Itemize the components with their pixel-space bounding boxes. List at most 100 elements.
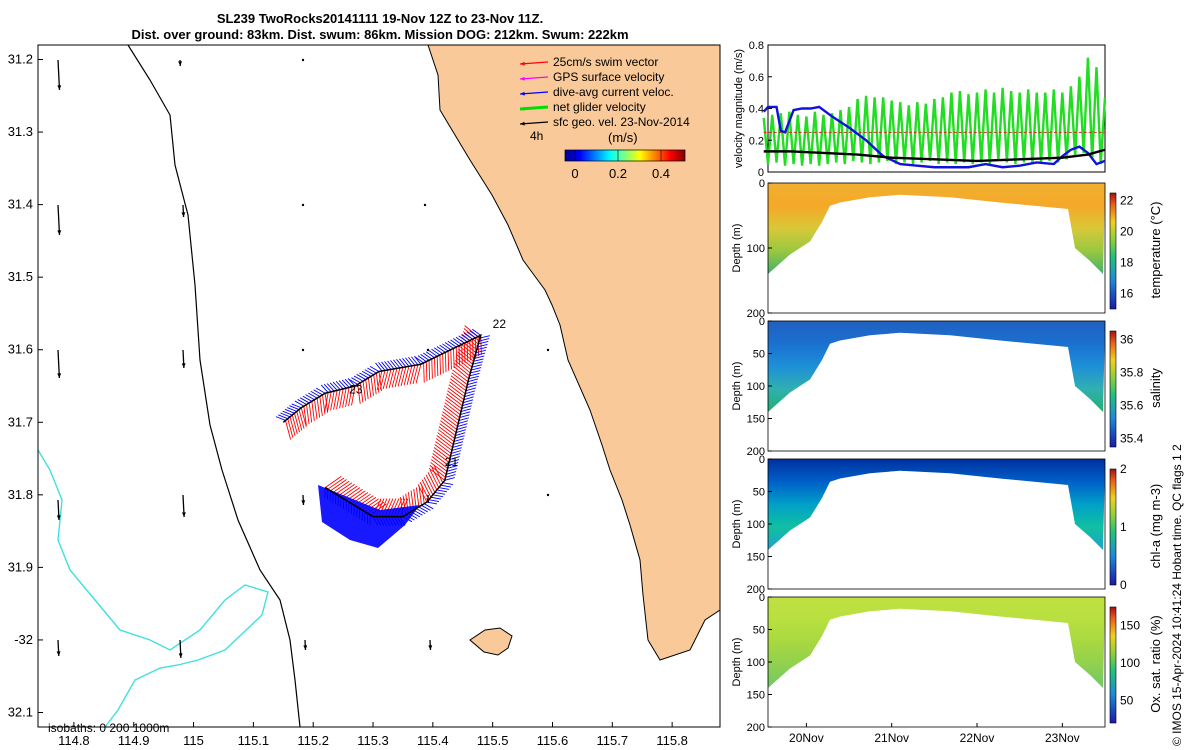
geo-vector-head bbox=[181, 363, 186, 368]
current-vector bbox=[417, 355, 427, 362]
current-vector bbox=[455, 336, 465, 344]
section-panel-1: 0 100 200 Depth (m) 16 18 20 22 temperature (°C) bbox=[731, 178, 1163, 320]
current-vector bbox=[282, 410, 293, 416]
current-vector bbox=[436, 489, 448, 493]
current-vector bbox=[329, 382, 338, 391]
coast-200m-isobath bbox=[127, 45, 301, 727]
section-y-tick-label: 200 bbox=[747, 584, 765, 596]
geo-vector-head bbox=[181, 212, 186, 217]
current-vector bbox=[438, 487, 450, 490]
current-vector bbox=[300, 397, 310, 404]
map-x-tick-label: 115.7 bbox=[597, 733, 629, 748]
section-field bbox=[768, 459, 1105, 550]
swim-vector bbox=[409, 365, 416, 385]
legend-label: 25cm/s swim vector bbox=[553, 55, 658, 69]
current-vector bbox=[367, 367, 377, 374]
current-vector bbox=[305, 394, 315, 401]
day-label: 22 bbox=[493, 317, 507, 331]
current-vector bbox=[477, 343, 488, 348]
map-x-tick-label: 114.9 bbox=[118, 733, 150, 748]
current-vector bbox=[471, 367, 482, 371]
current-vector bbox=[461, 334, 471, 341]
legend-arrow bbox=[519, 76, 549, 80]
map-y-tick-label: 31.4 bbox=[8, 197, 33, 212]
swim-vector bbox=[357, 384, 361, 404]
geo-vector-dot bbox=[546, 493, 550, 497]
current-vector bbox=[436, 346, 446, 353]
swim-vector bbox=[447, 390, 464, 404]
section-x-tick-label: 22Nov bbox=[960, 731, 995, 745]
current-vector bbox=[448, 459, 460, 463]
current-vector bbox=[455, 432, 466, 436]
swim-vector bbox=[441, 414, 458, 427]
section-colorbar-tick-label: 35.4 bbox=[1120, 432, 1144, 446]
section-y-tick-label: 0 bbox=[759, 454, 765, 466]
swim-vector bbox=[463, 343, 466, 363]
section-y-tick-label: 200 bbox=[747, 308, 765, 320]
swim-vector bbox=[415, 364, 422, 384]
swim-vector bbox=[365, 379, 369, 400]
current-vector bbox=[278, 414, 288, 420]
map-y-axis: 31.2 31.3 31.4 31.5 31.6 31.7 31.8 31.9 -32 32.1 bbox=[8, 52, 43, 719]
swim-vector bbox=[345, 387, 350, 407]
current-vector bbox=[387, 360, 395, 370]
swim-vector bbox=[311, 401, 315, 421]
section-x-tick-label: 21Nov bbox=[874, 731, 909, 745]
current-vector bbox=[457, 423, 468, 427]
current-vector bbox=[465, 387, 476, 392]
current-vector bbox=[302, 395, 313, 402]
speed-colorbar-tick-label: 0.4 bbox=[652, 166, 670, 181]
current-vector bbox=[447, 340, 457, 348]
swim-vector bbox=[330, 479, 347, 492]
swim-vector bbox=[308, 402, 313, 423]
swim-vector bbox=[419, 481, 430, 500]
swim-vector bbox=[447, 351, 450, 371]
swim-vector bbox=[362, 381, 366, 401]
swim-vector bbox=[324, 393, 329, 413]
current-vector bbox=[434, 491, 446, 495]
section-y-tick-label: 150 bbox=[747, 414, 765, 426]
section-y-tick-label: 0 bbox=[759, 316, 765, 328]
swim-vector bbox=[322, 394, 326, 415]
swim-vector bbox=[335, 482, 353, 495]
geo-vector-dot bbox=[423, 203, 427, 207]
map-y-tick-label: 31.2 bbox=[8, 52, 33, 67]
swim-vector bbox=[433, 464, 444, 483]
swim-vector bbox=[435, 441, 452, 454]
map-x-tick-label: 115 bbox=[183, 733, 204, 748]
legend-arrow-head bbox=[520, 121, 525, 126]
section-colorbar bbox=[1109, 468, 1117, 586]
legend-label: GPS surface velocity bbox=[553, 70, 664, 84]
current-vector bbox=[460, 411, 471, 416]
swim-vector bbox=[430, 462, 447, 475]
current-vector bbox=[439, 344, 449, 352]
current-vector bbox=[432, 494, 444, 498]
current-vector bbox=[297, 399, 307, 405]
map-x-tick-label: 115.4 bbox=[417, 733, 449, 748]
swim-vector bbox=[289, 416, 296, 436]
swim-vector bbox=[451, 372, 468, 386]
swim-vector bbox=[452, 369, 469, 383]
chart-title-line1: SL239 TwoRocks20141111 19-Nov 12Z to 23-… bbox=[216, 11, 544, 26]
geo-vector-dot bbox=[546, 348, 550, 352]
section-colorbar-tick-label: 100 bbox=[1120, 656, 1140, 670]
geo-vector-head bbox=[56, 515, 61, 520]
current-vector bbox=[408, 356, 416, 366]
swim-vector bbox=[439, 423, 456, 436]
section-colorbar-tick-label: 50 bbox=[1120, 694, 1134, 708]
section-y-label: Depth (m) bbox=[731, 638, 743, 687]
geo-vector-dot bbox=[426, 348, 430, 352]
current-vector bbox=[402, 358, 410, 367]
current-vector bbox=[470, 370, 481, 374]
section-field bbox=[768, 321, 1105, 412]
swim-vector bbox=[391, 368, 398, 388]
section-colorbar-tick-label: 36 bbox=[1120, 332, 1134, 346]
swim-vector bbox=[330, 390, 335, 411]
current-vector bbox=[453, 438, 464, 442]
map-y-tick-label: 31.9 bbox=[8, 559, 33, 574]
current-vector bbox=[440, 484, 452, 488]
swim-vector bbox=[450, 349, 452, 370]
current-vector bbox=[313, 389, 323, 396]
